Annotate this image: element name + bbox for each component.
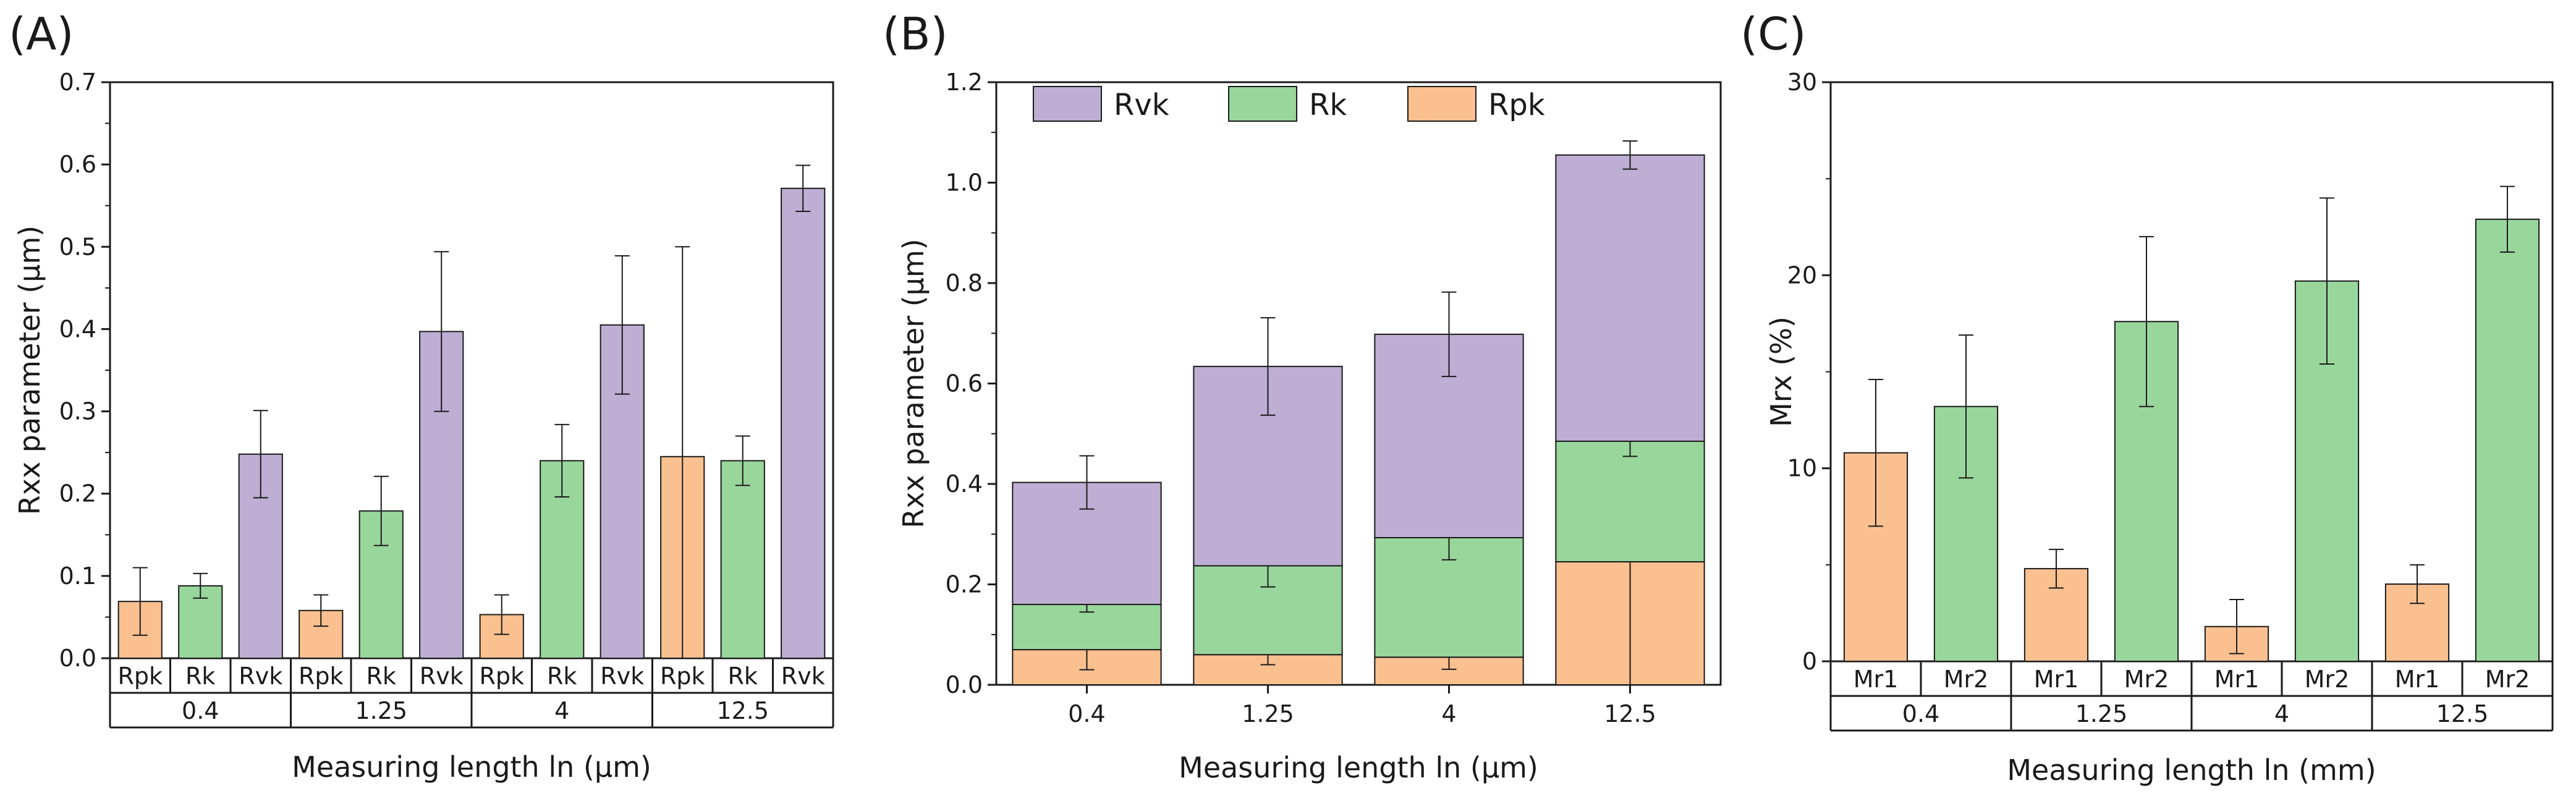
series-label: Rpk — [117, 663, 163, 690]
y-tick-label: 0.4 — [59, 315, 96, 342]
x-axis-title: Measuring length ln (µm) — [292, 750, 651, 784]
y-tick-label: 0.5 — [59, 233, 96, 260]
legend-swatch-rpk — [1407, 86, 1477, 122]
y-tick-label: 0.0 — [59, 645, 96, 672]
group-label: 0.4 — [182, 697, 219, 724]
x-tick-label: 4 — [1441, 700, 1456, 727]
series-label: Rvk — [420, 663, 464, 690]
y-tick-label: 0 — [1802, 648, 1817, 675]
x-tick-label: 0.4 — [1068, 700, 1105, 727]
bar-rvk — [781, 187, 826, 659]
y-tick-label: 1.2 — [946, 69, 983, 96]
group-label: 4 — [554, 697, 569, 724]
y-axis-title: Mrx (%) — [1765, 316, 1798, 427]
stack-segment-rk — [1555, 440, 1705, 562]
group-label: 1.25 — [355, 697, 407, 724]
legend-label-rpk: Rpk — [1488, 88, 1545, 122]
y-tick-label: 1.0 — [946, 169, 983, 197]
y-tick-label: 0.2 — [946, 571, 983, 598]
y-tick-label: 0.2 — [59, 480, 96, 507]
y-axis-title: Rxx parameter (µm) — [897, 239, 930, 528]
y-tick-label: 0.0 — [946, 671, 983, 698]
legend-swatch-rk — [1228, 86, 1297, 122]
series-label: Rk — [185, 663, 215, 690]
x-tick-label: 12.5 — [1604, 700, 1656, 727]
y-tick-label: 10 — [1787, 455, 1817, 482]
legend-label-rvk: Rvk — [1114, 88, 1169, 122]
y-tick-label: 0.6 — [59, 151, 96, 178]
series-label: Mr1 — [2395, 666, 2440, 693]
panel-b: 0.0 0.2 0.4 0.6 0.8 1.0 1.2 Rxx parameter (µm) (… — [883, 8, 1722, 784]
bar-rk — [720, 460, 765, 659]
series-label: Rpk — [299, 663, 344, 690]
y-tick-label: 0.4 — [946, 470, 983, 498]
x-axis-title: Measuring length ln (µm) — [1179, 751, 1538, 784]
y-tick-label: 0.1 — [59, 562, 96, 590]
series-label: Rpk — [479, 663, 524, 690]
y-tick-label: 0.6 — [946, 370, 983, 397]
panel-label: (A) — [9, 8, 74, 60]
legend-swatch-rvk — [1033, 86, 1102, 122]
series-label: Rk — [366, 663, 396, 690]
y-axis-title: Rxx parameter (µm) — [13, 226, 46, 515]
series-label: Mr2 — [2124, 666, 2169, 693]
panel-label: (B) — [883, 8, 948, 60]
y-tick-label: 0.3 — [59, 398, 96, 425]
stack-segment-rvk — [1555, 154, 1705, 442]
series-label: Rpk — [660, 663, 705, 690]
x-axis-title: Measuring length ln (mm) — [2007, 753, 2376, 787]
group-label: 0.4 — [1902, 700, 1939, 727]
group-label: 4 — [2274, 700, 2289, 727]
bar-mr2 — [2475, 218, 2540, 662]
x-tick-label: 1.25 — [1242, 700, 1294, 727]
series-label: Rk — [547, 663, 577, 690]
series-label: Rk — [728, 663, 758, 690]
y-tick-label: 0.7 — [59, 69, 96, 96]
series-label: Mr2 — [2305, 666, 2350, 693]
series-label: Rvk — [239, 663, 282, 690]
y-tick-label: 20 — [1787, 261, 1817, 289]
panel-label: (C) — [1740, 8, 1806, 60]
series-label: Rvk — [781, 663, 825, 690]
legend-label-rk: Rk — [1309, 88, 1347, 122]
series-label: Rvk — [600, 663, 644, 690]
series-label: Mr2 — [1944, 666, 1989, 693]
series-label: Mr1 — [2034, 666, 2079, 693]
group-label: 1.25 — [2075, 700, 2128, 727]
series-label: Mr2 — [2485, 666, 2530, 693]
group-label: 12.5 — [716, 697, 769, 724]
y-tick-label: 30 — [1787, 69, 1817, 96]
series-label: Mr1 — [1854, 666, 1899, 693]
panel-a: 0.0 0.1 0.2 0.3 0.4 0.5 0.6 0.7 Rxx parameter (µ… — [9, 8, 834, 784]
series-label: Mr1 — [2214, 666, 2260, 693]
group-label: 12.5 — [2436, 700, 2489, 727]
y-tick-label: 0.8 — [946, 269, 983, 297]
